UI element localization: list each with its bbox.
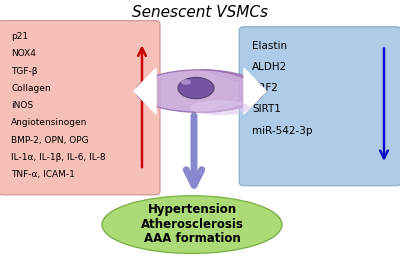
Text: AAA formation: AAA formation	[144, 232, 240, 245]
Ellipse shape	[102, 196, 282, 253]
Text: ALDH2: ALDH2	[252, 62, 287, 72]
Text: IL-1α, IL-1β, IL-6, IL-8: IL-1α, IL-1β, IL-6, IL-8	[11, 153, 106, 162]
Text: iNOS: iNOS	[11, 101, 33, 110]
Ellipse shape	[190, 100, 250, 115]
Text: Collagen: Collagen	[11, 84, 51, 93]
Text: Senescent VSMCs: Senescent VSMCs	[132, 5, 268, 20]
Text: Elastin: Elastin	[252, 41, 287, 51]
FancyBboxPatch shape	[239, 27, 400, 186]
Text: TRF2: TRF2	[252, 83, 278, 93]
Ellipse shape	[136, 70, 264, 112]
Polygon shape	[134, 68, 156, 114]
Ellipse shape	[181, 79, 191, 85]
Text: Atherosclerosis: Atherosclerosis	[140, 217, 244, 230]
Text: Angiotensinogen: Angiotensinogen	[11, 118, 88, 127]
Text: NOX4: NOX4	[11, 49, 36, 58]
Text: TGF-β: TGF-β	[11, 67, 38, 76]
Text: Hypertension: Hypertension	[148, 203, 236, 216]
Polygon shape	[244, 68, 266, 114]
Text: SIRT1: SIRT1	[252, 104, 281, 114]
Text: TNF-α, ICAM-1: TNF-α, ICAM-1	[11, 170, 75, 179]
Ellipse shape	[178, 77, 214, 99]
Text: BMP-2, OPN, OPG: BMP-2, OPN, OPG	[11, 136, 89, 145]
Text: p21: p21	[11, 32, 28, 41]
FancyBboxPatch shape	[0, 21, 160, 195]
Text: miR-542-3p: miR-542-3p	[252, 126, 312, 135]
